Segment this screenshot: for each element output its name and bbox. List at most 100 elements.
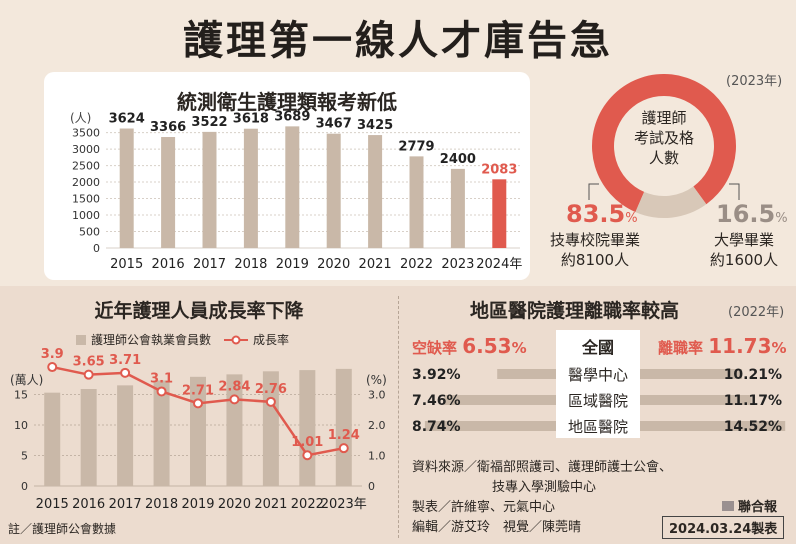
credit-editor: 編輯／游艾玲 視覺／陳莞晴 — [412, 520, 582, 535]
growth-left-tick: 5 — [21, 450, 28, 463]
turnover-value: 11.17% — [724, 393, 782, 409]
exam-y-tick: 3500 — [72, 127, 100, 140]
exam-value-label: 2779 — [398, 139, 434, 154]
exam-value-label: 3689 — [274, 109, 310, 124]
growth-rate-point — [302, 450, 313, 461]
growth-rate-label: 2.71 — [182, 383, 214, 398]
growth-x-tick: 2019 — [181, 497, 214, 512]
vacancy-bar — [444, 395, 556, 405]
legend-line-label: 成長率 — [253, 333, 290, 347]
turnover-value: 14.52% — [724, 419, 782, 435]
national-label: 全國 — [581, 338, 614, 357]
legend-bar-label: 護理師公會執業會員數 — [91, 333, 212, 347]
credit-design: 製表／許維寧、元氣中心 — [412, 500, 556, 515]
growth-left-tick: 15 — [14, 389, 28, 402]
category-label-0: 醫學中心 — [567, 366, 628, 384]
vacancy-bar — [497, 369, 556, 379]
turnover-bar — [640, 369, 743, 379]
exam-y-tick: 3000 — [72, 143, 100, 156]
exam-value-label: 2400 — [440, 152, 476, 167]
growth-x-tick: 2015 — [36, 497, 69, 512]
growth-x-tick: 2017 — [109, 497, 142, 512]
exam-y-tick: 1500 — [72, 193, 100, 206]
page-title: 護理第一線人才庫告急 — [183, 18, 613, 64]
exam-x-tick: 2021 — [359, 257, 392, 272]
growth-rate-label: 3.65 — [73, 355, 105, 370]
growth-bar — [44, 392, 61, 486]
turnover-header: 離職率 11.73% — [658, 334, 787, 358]
section-divider — [398, 296, 399, 538]
donut-leader-right — [729, 183, 740, 200]
donut-slice — [635, 186, 707, 218]
growth-chart-title: 近年護理人員成長率下降 — [94, 300, 304, 322]
exam-value-label: 3467 — [316, 117, 352, 132]
growth-left-tick: 0 — [21, 480, 28, 493]
growth-bar — [335, 368, 352, 486]
exam-x-tick: 2024年 — [476, 257, 522, 272]
legend-bar-swatch — [76, 334, 86, 345]
donut-center-line-1: 護理師 — [641, 109, 687, 127]
growth-rate-point — [83, 369, 94, 380]
exam-x-tick: 2019 — [276, 257, 309, 272]
growth-right-tick: 1.0 — [368, 450, 386, 463]
exam-y-tick: 0 — [93, 242, 100, 255]
vacancy-value: 7.46% — [412, 393, 461, 409]
turnover-bar — [640, 395, 752, 405]
growth-bar — [299, 370, 316, 486]
exam-bar — [409, 156, 424, 248]
growth-rate-point — [193, 398, 203, 409]
growth-rate-point — [229, 394, 240, 405]
growth-rate-point — [265, 396, 276, 407]
exam-bar — [202, 131, 217, 248]
exam-chart-card: 統測衛生護理類報考新低 (人) 0 500 1000 1500 2000 2500 3000 3… — [44, 72, 530, 280]
growth-right-unit: (%) — [366, 373, 387, 387]
donut-chart — [588, 74, 740, 218]
exam-bar — [243, 128, 258, 248]
hospital-chart-title: 地區醫院護理離職率較高 — [470, 300, 680, 322]
exam-y-tick: 2000 — [72, 176, 100, 189]
growth-rate-point — [120, 367, 131, 378]
growth-bar — [80, 389, 97, 486]
exam-value-label: 3624 — [109, 112, 145, 127]
category-label-2: 地區醫院 — [567, 418, 628, 436]
donut-slice-1-label: 技專校院畢業 約8100人 — [549, 231, 640, 269]
growth-x-tick: 2021 — [254, 497, 287, 512]
donut-slice-1-pct: 83.5% — [566, 200, 638, 228]
growth-rate-point — [156, 386, 167, 397]
vacancy-value: 3.92% — [412, 367, 461, 383]
growth-rate-label: 3.9 — [41, 347, 64, 362]
exam-y-tick: 2500 — [72, 160, 100, 173]
paper-block-icon — [722, 500, 734, 511]
exam-y-tick: 1000 — [72, 209, 100, 222]
growth-left-tick: 10 — [14, 419, 28, 432]
growth-rate-point — [47, 362, 58, 373]
exam-y-tick: 500 — [79, 226, 100, 239]
exam-value-label: 3425 — [357, 118, 393, 133]
growth-right-tick: 2.0 — [368, 419, 386, 432]
exam-value-label: 3522 — [191, 115, 227, 130]
growth-left-unit: (萬人) — [10, 373, 43, 387]
donut-center-line-2: 考試及格 — [633, 129, 694, 147]
credit-source-1: 資料來源／衛福部照護司、護理師護士公會、 — [412, 460, 673, 475]
donut-year-note: (2023年) — [726, 74, 783, 89]
hospital-category-box: 全國 醫學中心 區域醫院 地區醫院 — [556, 330, 640, 438]
exam-x-tick: 2017 — [193, 257, 226, 272]
vacancy-value: 8.74% — [412, 419, 461, 435]
exam-value-label: 2083 — [481, 162, 517, 177]
credits-block: 資料來源／衛福部照護司、護理師護士公會、 技專入學測驗中心 製表／許維寧、元氣中… — [412, 458, 672, 538]
donut-slice — [592, 74, 736, 213]
paper-label: 聯合報 — [722, 496, 777, 515]
exam-x-tick: 2020 — [317, 257, 350, 272]
exam-value-label: 3366 — [150, 120, 186, 135]
credit-source-2: 技專入學測驗中心 — [492, 480, 597, 495]
hospital-bar-chart: 3.92% 10.21% 7.46% 11.17% 8.74% 14.52% — [412, 367, 786, 435]
growth-rate-point — [338, 443, 349, 454]
growth-x-tick: 2023年 — [321, 497, 367, 512]
exam-x-tick: 2022 — [400, 257, 433, 272]
growth-legend: 護理師公會執業會員數 成長率 — [76, 331, 289, 348]
exam-bar — [285, 126, 300, 248]
exam-y-unit: (人) — [70, 111, 91, 125]
donut-center-label: 護理師 考試及格 人數 — [609, 108, 719, 168]
growth-note: 註／護理師公會數據 — [8, 522, 117, 536]
